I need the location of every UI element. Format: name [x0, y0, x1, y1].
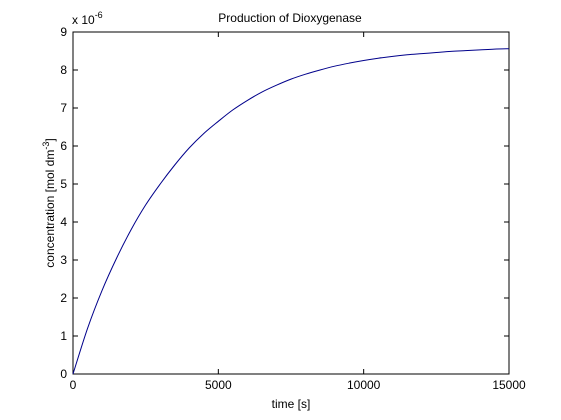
x-tick-label: 5000: [205, 378, 232, 392]
chart-title: Production of Dioxygenase: [218, 11, 362, 25]
y-axis-label: concentration [mol dm-3]: [41, 138, 57, 267]
y-axis-ticks: 0 1 2 3 4 5 6 7 8 9: [60, 25, 509, 381]
y-multiplier-exp: -6: [95, 10, 103, 20]
y-tick-label: 2: [60, 291, 67, 305]
y-axis-label-sup: -3: [41, 142, 51, 150]
y-tick-label: 8: [60, 63, 67, 77]
x-tick-label: 10000: [347, 378, 381, 392]
y-tick-label: 4: [60, 215, 67, 229]
y-tick-label: 3: [60, 253, 67, 267]
series-line: [72, 48, 510, 375]
x-tick-label: 0: [70, 378, 77, 392]
y-tick-label: 1: [60, 329, 67, 343]
y-tick-label: 7: [60, 101, 67, 115]
y-tick-label: 9: [60, 25, 67, 39]
plot-area: [72, 31, 510, 375]
y-axis-label-text: concentration [mol dm: [43, 150, 57, 268]
y-tick-label: 5: [60, 177, 67, 191]
y-multiplier-base: x 10: [72, 13, 95, 27]
y-axis-label-suffix: ]: [43, 138, 57, 141]
x-tick-label: 15000: [492, 378, 526, 392]
y-tick-label: 6: [60, 139, 67, 153]
y-multiplier: x 10-6: [72, 10, 103, 27]
x-axis-label: time [s]: [272, 397, 311, 411]
y-tick-label: 0: [60, 367, 67, 381]
x-axis-ticks: 0 5000 10000 15000: [70, 32, 526, 392]
